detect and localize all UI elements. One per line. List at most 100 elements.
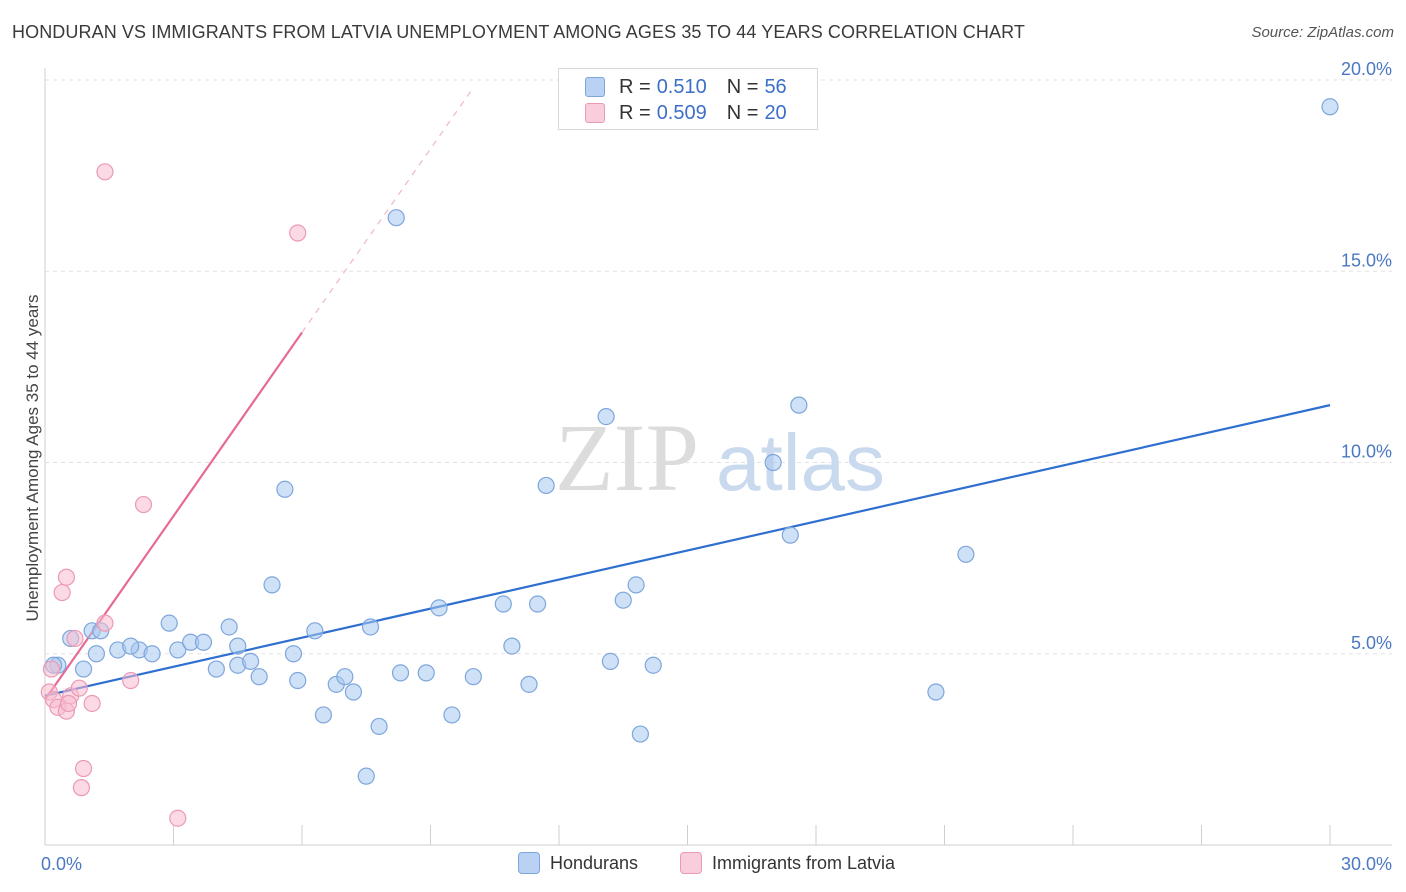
- point-hondurans: [464, 668, 482, 686]
- point-hondurans: [443, 706, 461, 724]
- point-hondurans: [229, 637, 247, 655]
- legend-n-label: N =: [726, 75, 759, 98]
- point-latvia: [53, 583, 71, 602]
- point-hondurans: [306, 622, 324, 640]
- correlation-legend: R = 0.510 N = 56 R = 0.509 N = 20: [558, 68, 818, 130]
- point-hondurans: [143, 645, 161, 663]
- point-hondurans: [631, 725, 649, 743]
- point-hondurans: [601, 652, 620, 671]
- point-latvia: [289, 224, 307, 242]
- point-hondurans: [220, 618, 238, 636]
- point-hondurans: [289, 671, 307, 690]
- point-latvia: [83, 694, 101, 713]
- x-tick-label: 0.0%: [41, 854, 82, 874]
- point-hondurans: [1321, 98, 1339, 116]
- point-latvia: [59, 694, 78, 713]
- watermark: ZIP atlas: [555, 404, 885, 511]
- point-hondurans: [430, 599, 448, 617]
- point-hondurans: [790, 396, 808, 414]
- point-hondurans: [357, 767, 375, 785]
- point-hondurans: [957, 545, 975, 563]
- point-hondurans: [74, 660, 93, 678]
- tick-labels: 5.0% 10.0% 15.0% 20.0% 0.0% 30.0%: [41, 59, 1392, 874]
- legend-row-hondurans: R = 0.510 N = 56: [585, 74, 787, 100]
- point-latvia: [70, 679, 88, 697]
- point-hondurans: [528, 595, 547, 613]
- point-hondurans: [344, 683, 362, 701]
- point-hondurans: [597, 408, 615, 426]
- bottom-legend-swatch-blue: [518, 852, 540, 874]
- point-hondurans: [87, 645, 106, 663]
- point-hondurans: [764, 453, 782, 472]
- source-label: Source: ZipAtlas.com: [1251, 24, 1394, 41]
- gridlines: [45, 79, 1392, 655]
- trend-line-hondurans: [44, 404, 1331, 697]
- point-latvia: [72, 779, 91, 797]
- bottom-legend-label: Immigrants from Latvia: [712, 852, 896, 873]
- y-tick-label: 10.0%: [1341, 442, 1392, 462]
- point-hondurans: [391, 664, 410, 682]
- point-latvia: [66, 629, 84, 648]
- point-latvia: [169, 809, 187, 827]
- point-latvia: [57, 568, 76, 586]
- point-hondurans: [417, 664, 435, 682]
- point-hondurans: [242, 652, 260, 671]
- bottom-legend-latvia: Immigrants from Latvia: [680, 852, 895, 874]
- point-hondurans: [494, 595, 512, 613]
- legend-r-value: 0.510: [656, 75, 707, 98]
- point-hondurans: [207, 660, 225, 678]
- bottom-legend-swatch-pink: [680, 852, 702, 874]
- legend-r-label: R =: [619, 101, 651, 124]
- legend-swatch-pink: [585, 103, 605, 123]
- y-tick-label: 15.0%: [1341, 250, 1392, 270]
- point-hondurans: [927, 683, 945, 701]
- legend-n-value: 56: [764, 75, 787, 98]
- y-tick-label: 20.0%: [1341, 59, 1392, 79]
- point-hondurans: [781, 526, 799, 544]
- legend-row-latvia: R = 0.509 N = 20: [585, 100, 787, 126]
- point-hondurans: [520, 675, 538, 693]
- legend-n-label: N =: [726, 101, 759, 124]
- point-hondurans: [314, 706, 333, 724]
- point-hondurans: [194, 633, 213, 651]
- watermark-zip: ZIP: [555, 404, 699, 511]
- trend-line-latvia-extension: [301, 87, 474, 333]
- y-axis-label: Unemployment Among Ages 35 to 44 years: [23, 295, 42, 622]
- point-latvia: [134, 495, 153, 514]
- trend-lines: [44, 87, 1331, 701]
- bottom-legend-label: Hondurans: [550, 852, 639, 873]
- point-hondurans: [361, 618, 380, 636]
- watermark-atlas: atlas: [716, 418, 885, 507]
- point-latvia: [74, 759, 93, 778]
- bottom-legend-hondurans: Hondurans: [518, 852, 638, 874]
- x-tick-label: 30.0%: [1341, 854, 1392, 874]
- point-hondurans: [122, 637, 140, 655]
- point-hondurans: [276, 480, 294, 498]
- point-hondurans: [250, 668, 268, 686]
- chart-title: HONDURAN VS IMMIGRANTS FROM LATVIA UNEMP…: [12, 22, 1025, 42]
- y-tick-label: 5.0%: [1351, 633, 1392, 653]
- point-hondurans: [263, 576, 281, 594]
- point-hondurans: [627, 576, 645, 594]
- trend-line-latvia: [44, 331, 303, 701]
- point-latvia: [122, 671, 140, 690]
- legend-r-label: R =: [619, 75, 651, 98]
- point-hondurans: [160, 614, 178, 632]
- point-hondurans: [370, 717, 388, 736]
- point-latvia: [42, 660, 61, 678]
- data-points: [40, 98, 1339, 827]
- point-hondurans: [387, 209, 405, 227]
- point-hondurans: [644, 656, 662, 674]
- point-hondurans: [503, 637, 521, 655]
- point-latvia: [96, 163, 114, 181]
- point-latvia: [96, 614, 114, 632]
- point-hondurans: [169, 641, 187, 659]
- point-hondurans: [537, 476, 555, 495]
- point-hondurans: [336, 668, 354, 686]
- legend-r-value: 0.509: [656, 101, 707, 124]
- point-hondurans: [284, 645, 303, 663]
- axes: [44, 68, 1392, 846]
- point-hondurans: [614, 591, 632, 609]
- legend-swatch-blue: [585, 77, 605, 97]
